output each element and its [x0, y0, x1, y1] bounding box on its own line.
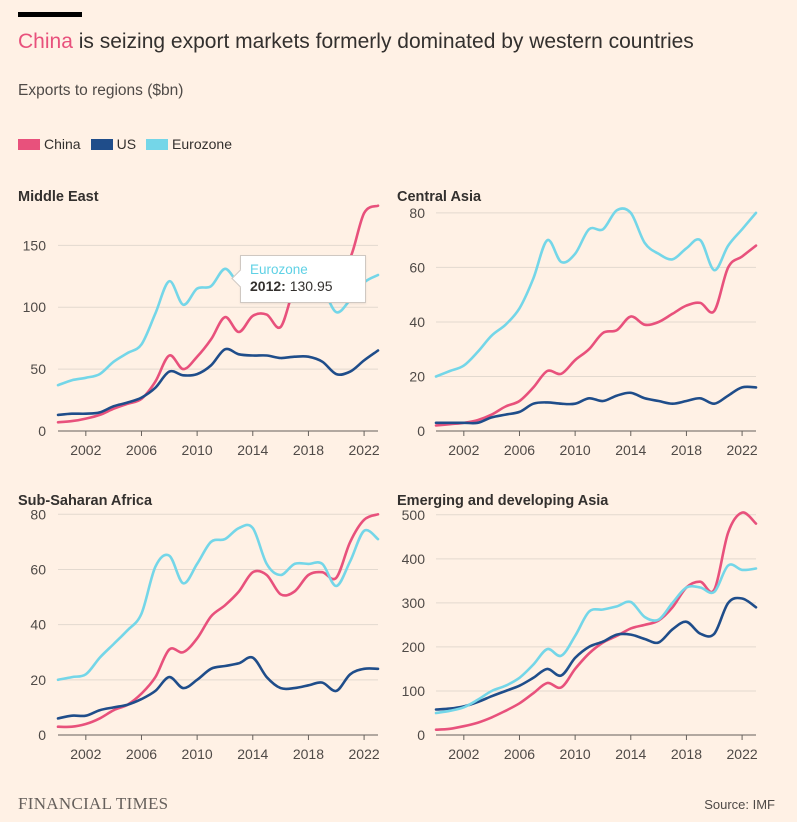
panel-title: Sub-Saharan Africa [18, 493, 153, 509]
legend-swatch-us [90, 138, 113, 150]
y-tick-label: 0 [417, 727, 425, 743]
source-note: Source: IMF [704, 797, 775, 812]
x-tick-label: 2002 [448, 746, 479, 762]
tooltip-value: 130.95 [289, 278, 333, 294]
x-tick-label: 2022 [727, 746, 758, 762]
series-line-us [434, 596, 758, 711]
y-tick-label: 0 [38, 423, 46, 439]
legend-label-eurozone: Eurozone [172, 136, 232, 152]
x-tick-label: 2010 [560, 442, 591, 458]
series-line-us [434, 385, 758, 425]
y-tick-label: 40 [30, 617, 46, 633]
panel-title: Middle East [18, 189, 99, 205]
chart-title: China is seizing export markets formerly… [18, 30, 694, 54]
hover-tooltip: Eurozone 2012: 130.95 [240, 255, 366, 303]
series-line-eurozone [56, 523, 380, 682]
title-highlight: China [18, 30, 73, 53]
y-tick-label: 20 [30, 672, 46, 688]
y-tick-label: 80 [409, 205, 425, 221]
y-tick-label: 80 [30, 506, 46, 522]
x-tick-label: 2002 [70, 746, 101, 762]
tooltip-value-line: 2012: 130.95 [250, 277, 356, 296]
legend-label-us: US [116, 136, 137, 152]
series-line-us [56, 347, 380, 417]
y-tick-label: 500 [402, 507, 426, 523]
x-tick-label: 2006 [126, 442, 157, 458]
legend: China US Eurozone [18, 136, 242, 152]
x-tick-label: 2006 [126, 746, 157, 762]
series-line-eurozone [434, 563, 758, 715]
x-tick-label: 2010 [182, 746, 213, 762]
chart-panel-0: Middle East 0 50 100 150 2002 2006 2010 2014 2018… [18, 189, 380, 458]
legend-item-eurozone[interactable]: Eurozone [146, 136, 232, 152]
legend-item-us[interactable]: US [90, 136, 137, 152]
y-tick-label: 0 [417, 423, 425, 439]
ft-logo-text: FINANCIAL TIMES [18, 794, 169, 813]
chart-panel-3: Emerging and developing Asia 0 100 200 300 40… [397, 493, 758, 762]
legend-item-china[interactable]: China [18, 136, 81, 152]
y-tick-label: 20 [409, 368, 425, 384]
series-line-eurozone [434, 207, 758, 378]
y-tick-label: 100 [23, 299, 47, 315]
x-tick-label: 2018 [671, 746, 702, 762]
chart-subtitle: Exports to regions ($bn) [18, 82, 184, 99]
series-line-us [56, 655, 380, 720]
series-line-china [434, 511, 758, 731]
x-tick-label: 2002 [448, 442, 479, 458]
tooltip-series: Eurozone [250, 262, 308, 277]
y-tick-label: 40 [409, 314, 425, 330]
title-rest: is seizing export markets formerly domin… [72, 30, 694, 53]
y-tick-label: 60 [409, 259, 425, 275]
x-tick-label: 2010 [560, 746, 591, 762]
chart-panel-2: Sub-Saharan Africa 0 20 40 60 80 2002 2006 2010 2… [18, 493, 380, 762]
x-tick-label: 2002 [70, 442, 101, 458]
y-tick-label: 0 [38, 727, 46, 743]
x-tick-label: 2022 [349, 746, 380, 762]
series-line-china [56, 513, 380, 729]
series-line-china [56, 204, 380, 424]
y-tick-label: 50 [30, 361, 46, 377]
x-tick-label: 2006 [504, 442, 535, 458]
x-tick-label: 2014 [615, 746, 646, 762]
series-line-china [434, 244, 758, 427]
x-tick-label: 2014 [615, 442, 646, 458]
x-tick-label: 2014 [237, 442, 268, 458]
x-tick-label: 2018 [293, 442, 324, 458]
y-tick-label: 200 [402, 639, 426, 655]
chart-panel-1: Central Asia 0 20 40 60 80 2002 2006 2010 2014 201… [397, 189, 758, 458]
legend-swatch-eurozone [146, 138, 169, 150]
y-tick-label: 100 [402, 683, 426, 699]
legend-swatch-china [18, 138, 40, 150]
panel-title: Emerging and developing Asia [397, 493, 609, 509]
x-tick-label: 2010 [182, 442, 213, 458]
brand-bar [18, 12, 82, 17]
x-tick-label: 2018 [293, 746, 324, 762]
y-tick-label: 60 [30, 561, 46, 577]
panel-title: Central Asia [397, 189, 482, 205]
y-tick-label: 300 [402, 595, 426, 611]
x-tick-label: 2014 [237, 746, 268, 762]
legend-label-china: China [44, 136, 81, 152]
tooltip-year: 2012: [250, 278, 286, 294]
x-tick-label: 2022 [349, 442, 380, 458]
y-tick-label: 400 [402, 551, 426, 567]
x-tick-label: 2006 [504, 746, 535, 762]
x-tick-label: 2018 [671, 442, 702, 458]
x-tick-label: 2022 [727, 442, 758, 458]
y-tick-label: 150 [23, 237, 47, 253]
